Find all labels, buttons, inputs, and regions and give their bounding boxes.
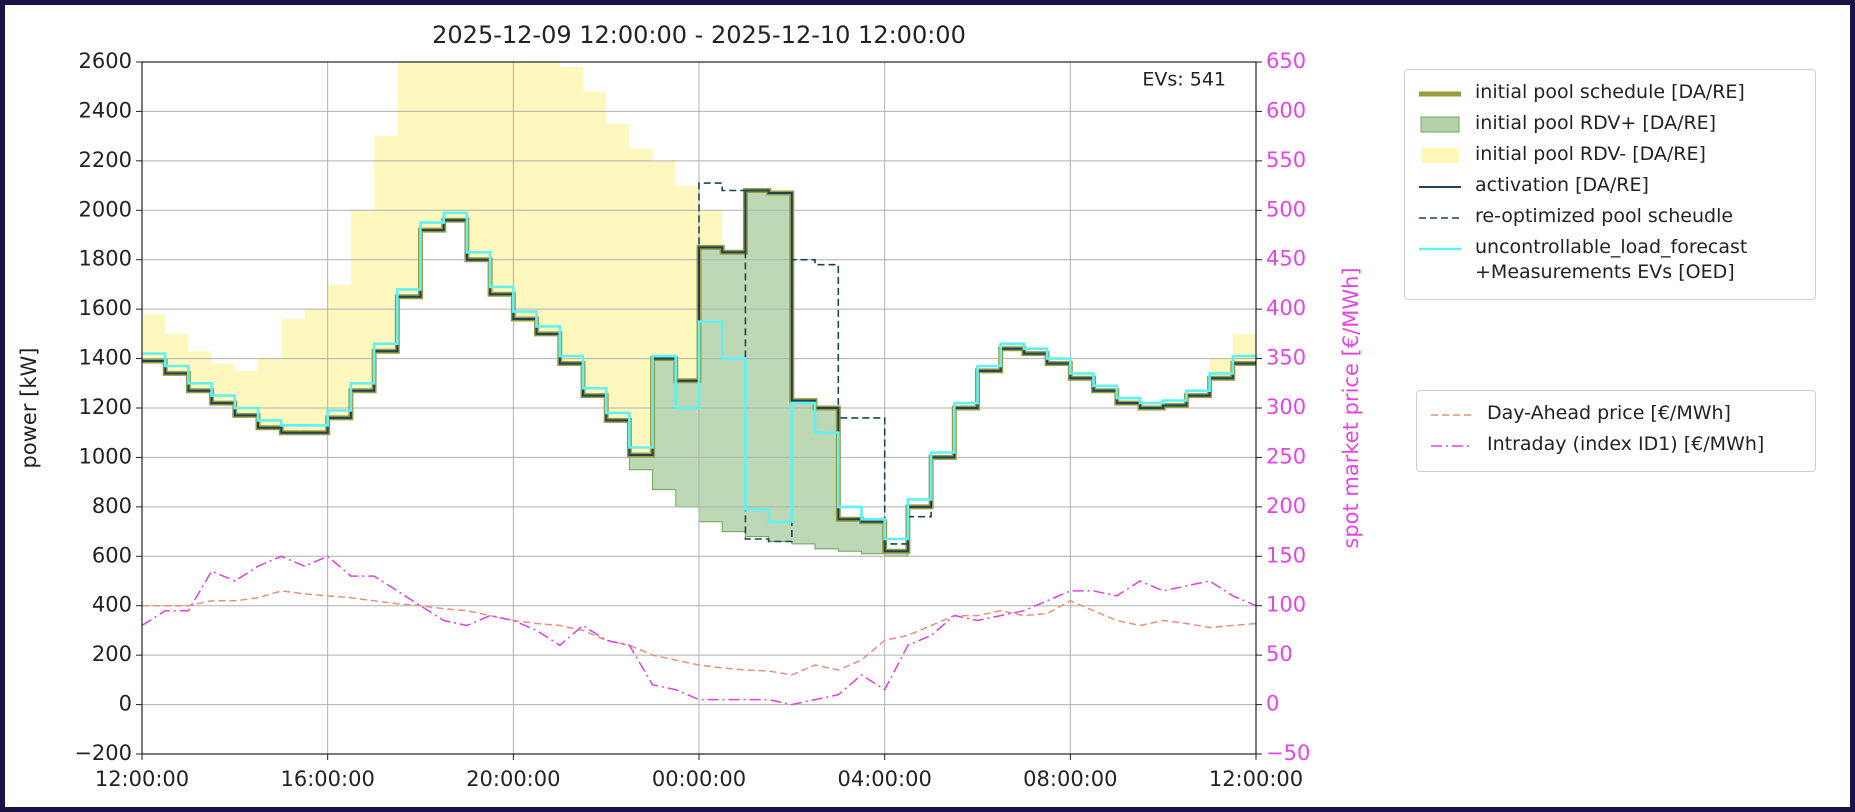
y-tick-label: 2600 bbox=[79, 49, 132, 73]
legend-swatch-shape bbox=[1420, 116, 1460, 133]
y-tick-label: 1600 bbox=[79, 296, 132, 320]
y2-tick-label: 150 bbox=[1266, 543, 1306, 567]
y-tick-label: 1800 bbox=[79, 247, 132, 271]
y2-tick-label: 350 bbox=[1266, 346, 1306, 370]
y2-tick-label: 300 bbox=[1266, 395, 1306, 419]
legend-swatch bbox=[1419, 217, 1461, 219]
y-tick-label: 2400 bbox=[79, 98, 132, 122]
y2-tick-label: 0 bbox=[1266, 692, 1279, 716]
legend-label: Day-Ahead price [€/MWh] bbox=[1487, 402, 1731, 424]
band-area bbox=[142, 62, 723, 455]
y-tick-label: 1000 bbox=[79, 444, 132, 468]
y-axis-label: power [kW] bbox=[17, 348, 41, 469]
legend-entry: initial pool RDV- [DA/RE] bbox=[1417, 142, 1803, 167]
y2-tick-label: 450 bbox=[1266, 247, 1306, 271]
annotation: EVs: 541 bbox=[1142, 69, 1226, 91]
legend-label: Intraday (index ID1) [€/MWh] bbox=[1487, 433, 1765, 455]
y-tick-label: 1400 bbox=[79, 346, 132, 370]
legend-swatch bbox=[1419, 186, 1461, 188]
y2-tick-label: 500 bbox=[1266, 197, 1306, 221]
y2-tick-label: 550 bbox=[1266, 148, 1306, 172]
legend-label: initial pool RDV- [DA/RE] bbox=[1475, 143, 1706, 165]
y2-tick-label: 400 bbox=[1266, 296, 1306, 320]
legend-entry: uncontrollable_load_forecast +Measuremen… bbox=[1417, 235, 1803, 285]
x-tick-label: 20:00:00 bbox=[466, 767, 560, 791]
y-tick-label: 200 bbox=[92, 642, 132, 666]
y2-tick-label: 650 bbox=[1266, 49, 1306, 73]
series-line bbox=[142, 590, 1256, 676]
axes: −200020040060080010001200140016001800200… bbox=[74, 49, 1310, 791]
legend-label: initial pool RDV+ [DA/RE] bbox=[1475, 112, 1717, 134]
x-tick-label: 04:00:00 bbox=[838, 767, 932, 791]
series-lines bbox=[142, 182, 1256, 706]
legend-label: initial pool schedule [DA/RE] bbox=[1475, 81, 1745, 103]
y2-tick-label: 250 bbox=[1266, 444, 1306, 468]
series-line bbox=[142, 182, 1256, 545]
legend-swatch-shape bbox=[1421, 148, 1459, 163]
x-tick-label: 16:00:00 bbox=[281, 767, 375, 791]
legend-swatch bbox=[1431, 445, 1473, 447]
y2-axis-label: spot market price [€/MWh] bbox=[1339, 267, 1363, 548]
legend-entry: Intraday (index ID1) [€/MWh] bbox=[1429, 432, 1803, 457]
chart-title: 2025-12-09 12:00:00 - 2025-12-10 12:00:0… bbox=[432, 21, 966, 49]
x-tick-label: 00:00:00 bbox=[652, 767, 746, 791]
legend-entry: initial pool schedule [DA/RE] bbox=[1417, 80, 1803, 105]
legend-entry: Day-Ahead price [€/MWh] bbox=[1429, 401, 1803, 426]
legend-swatch bbox=[1419, 91, 1461, 97]
legend-label: re-optimized pool scheudle bbox=[1475, 205, 1734, 227]
y-tick-label: 0 bbox=[119, 692, 132, 716]
legend-entry: initial pool RDV+ [DA/RE] bbox=[1417, 111, 1803, 136]
legend: initial pool schedule [DA/RE] initial poo… bbox=[1404, 69, 1816, 300]
y-tick-label: 2000 bbox=[79, 197, 132, 221]
legend-entry: re-optimized pool scheudle bbox=[1417, 204, 1803, 229]
y-tick-label: 2200 bbox=[79, 148, 132, 172]
legend-swatch bbox=[1419, 247, 1461, 251]
legend-label: activation [DA/RE] bbox=[1475, 174, 1649, 196]
y2-tick-label: 600 bbox=[1266, 98, 1306, 122]
y2-tick-label: −50 bbox=[1266, 741, 1310, 765]
y-tick-label: 1200 bbox=[79, 395, 132, 419]
y-tick-label: 800 bbox=[92, 494, 132, 518]
legend-label: uncontrollable_load_forecast +Measuremen… bbox=[1475, 236, 1748, 283]
y-tick-label: 400 bbox=[92, 593, 132, 617]
x-tick-label: 08:00:00 bbox=[1023, 767, 1117, 791]
x-tick-label: 12:00:00 bbox=[95, 767, 189, 791]
y2-tick-label: 100 bbox=[1266, 593, 1306, 617]
y2-tick-label: 50 bbox=[1266, 642, 1293, 666]
y2-tick-label: 200 bbox=[1266, 494, 1306, 518]
y-tick-label: −200 bbox=[74, 741, 132, 765]
legend-entry: activation [DA/RE] bbox=[1417, 173, 1803, 198]
legend-swatch bbox=[1431, 414, 1473, 416]
series-line bbox=[142, 211, 1256, 541]
legend-swatch bbox=[1421, 148, 1459, 163]
y-tick-label: 600 bbox=[92, 543, 132, 567]
legend-swatch bbox=[1420, 116, 1460, 133]
x-tick-label: 12:00:00 bbox=[1209, 767, 1303, 791]
plot-frame bbox=[141, 61, 1257, 755]
series-line bbox=[142, 555, 1256, 706]
legend: Day-Ahead price [€/MWh] Intraday (index I… bbox=[1416, 390, 1816, 472]
